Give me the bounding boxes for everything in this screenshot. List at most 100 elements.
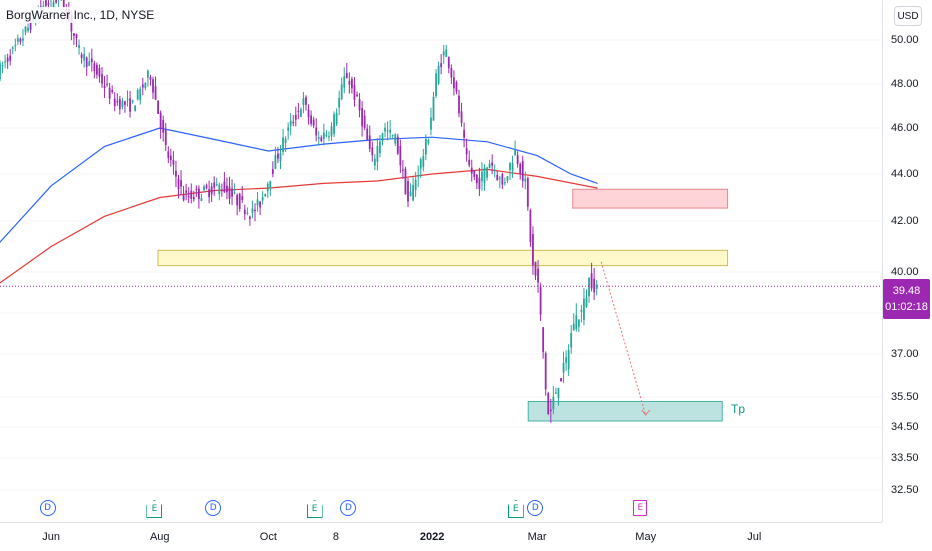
take-profit-label: Tp (731, 402, 746, 416)
candle-body (271, 169, 274, 174)
candle-body (353, 85, 356, 100)
candle-body (511, 163, 514, 171)
candle-body (317, 137, 320, 139)
price-chart[interactable] (0, 0, 882, 522)
candle-body (149, 76, 152, 80)
candle-body (381, 133, 384, 142)
support-zone (157, 249, 729, 267)
candle-body (402, 169, 404, 171)
candle-body (409, 191, 412, 197)
candle-body (218, 184, 221, 195)
candle-body (289, 120, 292, 126)
candle-body (274, 155, 277, 169)
candle-body (412, 184, 414, 201)
candle-body (226, 185, 228, 193)
candle-body (24, 26, 27, 33)
candle-body (126, 99, 129, 101)
candle-body (141, 84, 144, 88)
candle-body (593, 278, 596, 293)
candle-body (338, 98, 341, 108)
time-tick-label: Jul (747, 531, 762, 543)
candle-body (333, 114, 335, 134)
earnings-event-icon[interactable]: E (306, 500, 323, 518)
candle-body (101, 74, 103, 84)
candle-body (567, 350, 570, 370)
earnings-event-icon[interactable]: E (633, 500, 648, 516)
resistance-zone (572, 188, 729, 209)
candle-body (498, 177, 501, 179)
currency-button[interactable]: USD (894, 6, 922, 26)
candle-body (297, 110, 300, 112)
last-price-tag: 39.48 01:02:18 (883, 279, 930, 319)
candle-body (9, 55, 12, 61)
candle-body (529, 210, 532, 243)
candle-body (534, 261, 537, 276)
candle-body (560, 377, 562, 382)
candle-body (463, 129, 465, 138)
candle-body (373, 158, 376, 166)
candle-body (348, 80, 351, 85)
candle-body (180, 180, 182, 187)
dividend-event-icon[interactable]: D (39, 500, 56, 516)
candle-body (302, 98, 305, 105)
candle-body (279, 152, 282, 162)
candle-body (292, 122, 295, 124)
candle-body (565, 357, 567, 363)
candle-body (396, 136, 399, 154)
candle-body (269, 180, 272, 188)
candle-body (200, 198, 203, 201)
candle-body (106, 83, 108, 85)
projection-arrowhead (641, 409, 651, 416)
candle-body (389, 129, 392, 133)
time-tick-label: Mar (527, 531, 547, 543)
candle-body (496, 174, 499, 181)
earnings-event-icon[interactable]: E (146, 500, 163, 518)
candle-body (376, 146, 379, 162)
price-scale[interactable]: 50.0048.0046.0044.0042.0040.0038.5037.00… (882, 0, 932, 522)
candle-body (284, 138, 287, 143)
candle-body (340, 84, 343, 100)
time-tick-label: 8 (332, 531, 340, 543)
candle-body (585, 297, 588, 307)
candle-body (154, 86, 157, 100)
candle-body (42, 5, 45, 7)
candle-body (562, 362, 565, 373)
candle-body (516, 155, 519, 165)
dividend-event-icon[interactable]: D (527, 500, 544, 516)
candle-body (27, 27, 29, 31)
candle-body (521, 161, 524, 181)
candle-body (215, 184, 218, 186)
candle-body (0, 63, 1, 80)
candle-body (1, 64, 4, 66)
candle-body (259, 201, 261, 208)
candle-body (432, 96, 435, 121)
chart-area[interactable]: BorgWarner Inc., 1D, NYSE Tp EDEDEDEDE (0, 0, 882, 522)
candle-body (539, 287, 542, 315)
candle-body (458, 95, 460, 114)
dividend-event-icon[interactable]: D (205, 500, 222, 516)
candle-body (294, 114, 297, 120)
symbol-title[interactable]: BorgWarner Inc., 1D, NYSE (4, 7, 157, 23)
candle-body (328, 136, 330, 138)
time-tick-label: Aug (149, 531, 170, 543)
candle-body (129, 98, 131, 112)
earnings-event-icon[interactable]: E (507, 500, 524, 518)
candle-body (233, 192, 236, 194)
candle-body (19, 38, 22, 42)
price-tick-label: 35.50 (891, 391, 919, 403)
candle-body (575, 315, 578, 330)
candle-body (45, 0, 47, 6)
candle-body (430, 117, 432, 130)
time-scale[interactable]: Jun Aug Oct 8 2022 Mar May Jul (0, 522, 882, 551)
candle-body (356, 94, 358, 97)
candle-body (580, 309, 583, 312)
candle-body (371, 147, 374, 156)
candle-body (330, 126, 333, 137)
candle-body (557, 388, 560, 398)
candle-body (264, 194, 267, 197)
dividend-event-icon[interactable]: D (340, 500, 357, 516)
candle-body (437, 65, 440, 84)
candle-body (47, 3, 50, 6)
candle-body (136, 90, 139, 100)
candle-body (501, 174, 504, 185)
